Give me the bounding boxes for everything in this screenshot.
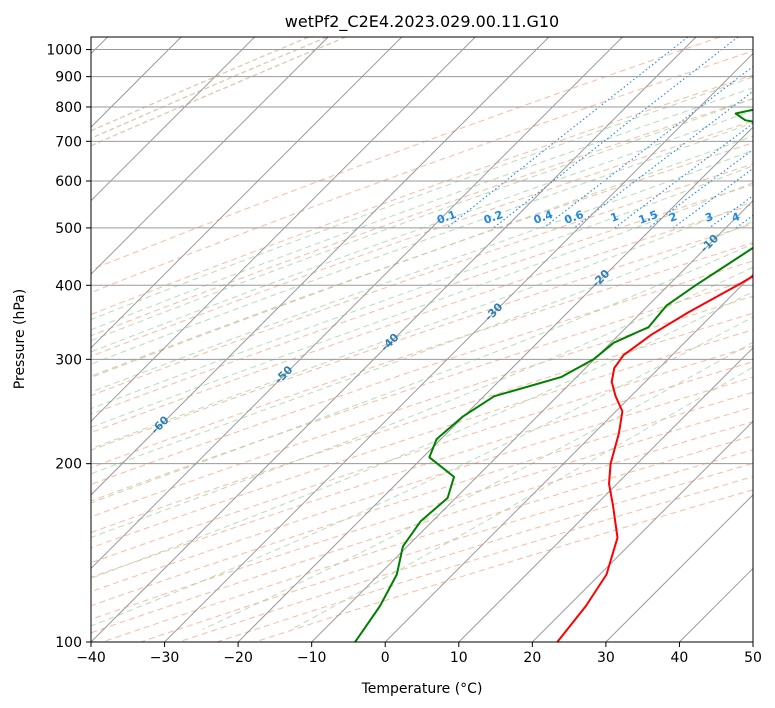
dry-adiabat-line — [91, 120, 753, 357]
x-tick-label: −40 — [76, 650, 106, 666]
x-tick-label: 0 — [381, 650, 390, 666]
x-axis-label: Temperature (°C) — [361, 681, 483, 697]
grid-lines — [91, 37, 753, 642]
y-tick-label: 700 — [55, 134, 82, 150]
skewed-isotherm-line — [531, 420, 753, 642]
dry-adiabat-line — [216, 476, 753, 642]
mixing-ratio-label: 3 — [703, 210, 715, 225]
skewed-isotherm-line — [605, 494, 753, 642]
moist-adiabat-line — [91, 149, 753, 393]
dewpoint-line — [354, 108, 753, 642]
y-tick-label: 600 — [55, 174, 82, 190]
chart-title: wetPf2_C2E4.2023.029.00.11.G10 — [285, 12, 559, 32]
dry-adiabat-line — [91, 421, 753, 634]
moist-adiabat-line — [91, 135, 753, 379]
x-axis: −40 −30 −20 −10 0 10 20 30 40 50 — [76, 642, 762, 666]
dry-adiabat-line — [140, 449, 753, 642]
mixing-ratio-label: 0.1 — [435, 208, 458, 227]
dry-adiabat-line — [91, 97, 753, 337]
dry-adiabat-line — [91, 329, 753, 549]
temperature-line — [556, 275, 753, 642]
skewed-isotherm-line — [237, 126, 753, 642]
moist-adiabat-line — [91, 165, 753, 410]
dry-adiabat-line — [91, 312, 753, 534]
skewed-isotherm-line — [91, 37, 476, 423]
y-tick-label: 500 — [55, 221, 82, 237]
y-tick-label: 800 — [55, 100, 82, 116]
moist-adiabat-line — [91, 266, 753, 539]
skewed-isotherm-line — [164, 52, 753, 642]
moist-adiabat-line — [91, 291, 753, 579]
y-tick-label: 200 — [55, 457, 82, 473]
x-tick-label: −10 — [297, 650, 327, 666]
plot-frame — [90, 36, 754, 643]
skewed-isotherm-line — [91, 37, 550, 496]
y-axis-label: Pressure (hPa) — [12, 289, 28, 389]
mixing-ratio-label: 0.2 — [482, 208, 505, 227]
y-tick-label: 300 — [55, 352, 82, 368]
mixing-ratio-label: 4 — [730, 210, 742, 225]
moist-adiabat-line — [91, 122, 753, 365]
skewed-isotherm-line — [384, 273, 753, 642]
dry-adiabat-line — [91, 37, 721, 271]
moist-adiabat-line — [91, 109, 753, 353]
dry-adiabat-line — [91, 50, 753, 294]
skewed-isotherm-line — [458, 347, 753, 642]
skewed-isotherm-line — [91, 37, 623, 570]
skewed-isotherm-line — [91, 37, 403, 349]
mixing-ratio-label: 0.6 — [563, 208, 586, 227]
y-tick-label: 900 — [55, 70, 82, 86]
y-tick-label: 400 — [55, 278, 82, 294]
moist-adiabat-line — [91, 76, 753, 321]
y-tick-label: 100 — [55, 635, 82, 651]
moist-adiabat-line — [91, 221, 753, 475]
skewed-isotherm-line — [91, 37, 697, 642]
unlabeled-reference-line — [91, 37, 347, 147]
mixing-ratio-label: 1.5 — [637, 208, 660, 227]
y-tick-label: 1000 — [46, 43, 82, 59]
dry-adiabat-line — [102, 435, 753, 642]
mixing-ratio-line — [672, 167, 753, 229]
mixing-ratio-label: 2 — [667, 210, 679, 225]
dry-adiabat-line — [178, 462, 753, 642]
moist-adiabat-line — [91, 200, 753, 450]
skewed-isotherm-line — [311, 199, 753, 642]
y-axis: 100 200 300 400 500 600 700 800 900 1000 — [46, 43, 91, 651]
x-tick-label: 30 — [597, 650, 615, 666]
mixing-ratio-label: 1 — [609, 210, 621, 225]
x-tick-label: 10 — [450, 650, 468, 666]
dry-adiabat-line — [91, 406, 753, 620]
mixing-ratio-line — [573, 90, 753, 229]
series-lines — [354, 108, 753, 642]
x-tick-label: 20 — [523, 650, 541, 666]
mixing-ratio-label: 0.4 — [532, 208, 555, 227]
x-tick-label: 50 — [744, 650, 762, 666]
skewed-isotherm-line — [91, 37, 329, 275]
x-tick-label: 40 — [671, 650, 689, 666]
x-tick-label: −30 — [150, 650, 180, 666]
skewed-isotherm-line — [91, 37, 256, 202]
mixing-ratio-line — [543, 65, 753, 229]
x-tick-label: −20 — [223, 650, 253, 666]
moist-adiabat-line — [91, 182, 753, 428]
